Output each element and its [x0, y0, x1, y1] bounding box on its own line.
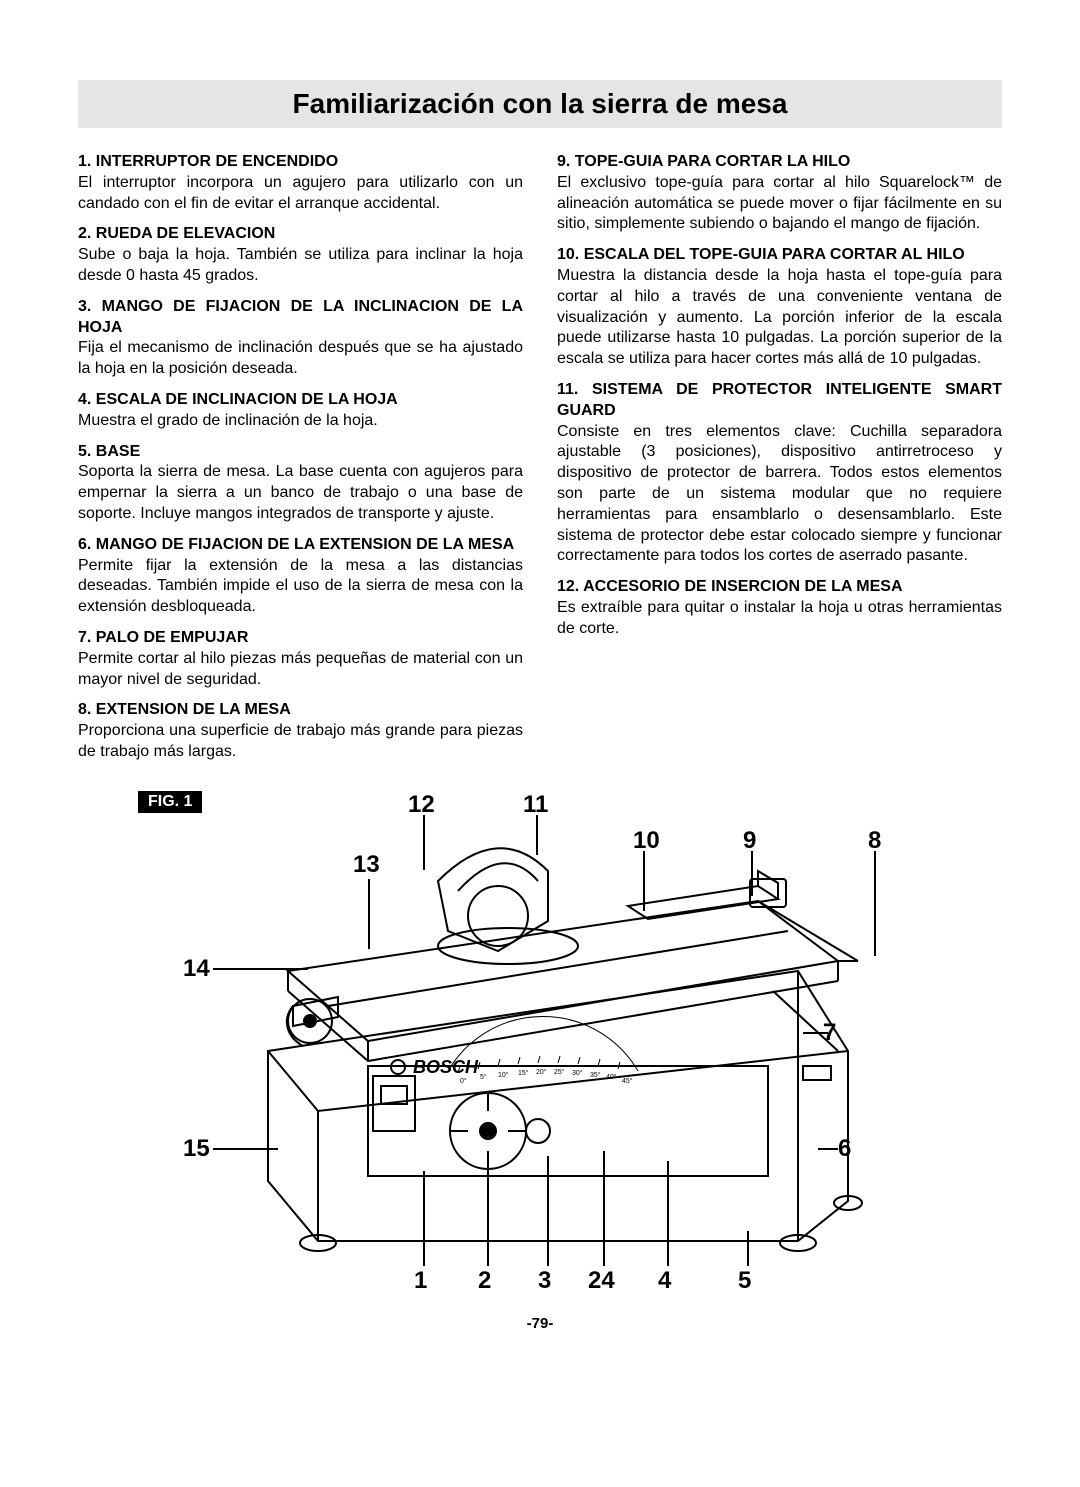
section-title-bar: Familiarización con la sierra de mesa	[78, 80, 1002, 128]
leader-4	[667, 1161, 669, 1266]
leader-1	[423, 1171, 425, 1266]
feature-item: 9. TOPE-GUIA PARA CORTAR LA HILOEl exclu…	[557, 152, 1002, 235]
section-title: Familiarización con la sierra de mesa	[78, 88, 1002, 120]
feature-body: El interruptor incorpora un agujero para…	[78, 173, 523, 215]
feature-item: 6. MANGO DE FIJACION DE LA EXTENSION DE …	[78, 535, 523, 618]
figure-label: FIG. 1	[138, 791, 202, 813]
callout-11: 11	[523, 791, 548, 819]
feature-item: 8. EXTENSION DE LA MESAProporciona una s…	[78, 700, 523, 762]
callout-9: 9	[743, 827, 756, 855]
svg-text:5°: 5°	[480, 1073, 487, 1081]
feature-title: 2. RUEDA DE ELEVACION	[78, 224, 523, 245]
feature-body: Permite cortar al hilo piezas más pequeñ…	[78, 649, 523, 691]
callout-8: 8	[868, 827, 881, 855]
feature-title: 4. ESCALA DE INCLINACION DE LA HOJA	[78, 390, 523, 411]
leader-13	[368, 879, 370, 949]
callout-4: 4	[658, 1267, 671, 1295]
feature-body: Es extraíble para quitar o instalar la h…	[557, 598, 1002, 640]
svg-text:45°: 45°	[622, 1077, 633, 1085]
svg-text:10°: 10°	[498, 1071, 509, 1079]
feature-title: 8. EXTENSION DE LA MESA	[78, 700, 523, 721]
callout-24: 24	[588, 1267, 615, 1295]
feature-body: Permite fijar la extensión de la mesa a …	[78, 556, 523, 618]
callout-14: 14	[183, 955, 210, 983]
feature-title: 9. TOPE-GUIA PARA CORTAR LA HILO	[557, 152, 1002, 173]
feature-title: 5. BASE	[78, 442, 523, 463]
leader-2	[487, 1169, 489, 1266]
text-columns: 1. INTERRUPTOR DE ENCENDIDOEl interrupto…	[78, 152, 1002, 773]
feature-title: 10. ESCALA DEL TOPE-GUIA PARA CORTAR AL …	[557, 245, 1002, 266]
callout-2: 2	[478, 1267, 491, 1295]
leader-12	[423, 815, 425, 870]
feature-item: 2. RUEDA DE ELEVACIONSube o baja la hoja…	[78, 224, 523, 286]
feature-title: 7. PALO DE EMPUJAR	[78, 628, 523, 649]
feature-item: 4. ESCALA DE INCLINACION DE LA HOJAMuest…	[78, 390, 523, 432]
feature-body: Sube o baja la hoja. También se utiliza …	[78, 245, 523, 287]
feature-title: 12. ACCESORIO DE INSERCION DE LA MESA	[557, 577, 1002, 598]
callout-7: 7	[823, 1019, 836, 1047]
leader-11	[536, 815, 538, 855]
leader-9	[751, 851, 753, 896]
feature-title: 11. SISTEMA DE PROTECTOR INTELIGENTE SMA…	[557, 380, 1002, 422]
callout-1: 1	[414, 1267, 427, 1295]
leader-8	[874, 851, 876, 956]
feature-item: 5. BASESoporta la sierra de mesa. La bas…	[78, 442, 523, 525]
feature-item: 7. PALO DE EMPUJARPermite cortar al hilo…	[78, 628, 523, 690]
feature-item: 1. INTERRUPTOR DE ENCENDIDOEl interrupto…	[78, 152, 523, 214]
leader-10	[643, 851, 645, 911]
figure-container: FIG. 1	[78, 791, 1002, 1311]
feature-body: Soporta la sierra de mesa. La base cuent…	[78, 462, 523, 524]
leader-6	[818, 1148, 838, 1150]
brand-logo: BOSCH	[413, 1057, 479, 1077]
left-column: 1. INTERRUPTOR DE ENCENDIDOEl interrupto…	[78, 152, 523, 773]
feature-title: 1. INTERRUPTOR DE ENCENDIDO	[78, 152, 523, 173]
svg-text:35°: 35°	[590, 1071, 601, 1079]
callout-3: 3	[538, 1267, 551, 1295]
feature-title: 6. MANGO DE FIJACION DE LA EXTENSION DE …	[78, 535, 523, 556]
feature-item: 12. ACCESORIO DE INSERCION DE LA MESAEs …	[557, 577, 1002, 639]
feature-item: 3. MANGO DE FIJACION DE LA INCLINACION D…	[78, 297, 523, 380]
leader-15	[213, 1148, 278, 1150]
svg-text:0°: 0°	[460, 1077, 467, 1085]
feature-item: 10. ESCALA DEL TOPE-GUIA PARA CORTAR AL …	[557, 245, 1002, 370]
feature-body: El exclusivo tope-guía para cortar al hi…	[557, 173, 1002, 235]
feature-title: 3. MANGO DE FIJACION DE LA INCLINACION D…	[78, 297, 523, 339]
feature-body: Consiste en tres elementos clave: Cuchil…	[557, 422, 1002, 568]
callout-6: 6	[838, 1135, 851, 1163]
feature-item: 11. SISTEMA DE PROTECTOR INTELIGENTE SMA…	[557, 380, 1002, 567]
manual-page: Familiarización con la sierra de mesa 1.…	[0, 0, 1080, 1372]
svg-text:30°: 30°	[572, 1069, 583, 1077]
callout-15: 15	[183, 1135, 210, 1163]
feature-body: Muestra la distancia desde la hoja hasta…	[557, 266, 1002, 370]
svg-text:25°: 25°	[554, 1068, 565, 1076]
right-column: 9. TOPE-GUIA PARA CORTAR LA HILOEl exclu…	[557, 152, 1002, 773]
callout-12: 12	[408, 791, 435, 819]
svg-text:15°: 15°	[518, 1069, 529, 1077]
feature-body: Fija el mecanismo de inclinación después…	[78, 338, 523, 380]
callout-13: 13	[353, 851, 380, 879]
svg-text:40°: 40°	[606, 1073, 617, 1081]
leader-5	[747, 1231, 749, 1266]
page-number: -79-	[78, 1315, 1002, 1332]
feature-body: Muestra el grado de inclinación de la ho…	[78, 411, 523, 432]
callout-5: 5	[738, 1267, 751, 1295]
table-saw-illustration: BOSCH 0° 5° 10° 15° 20° 25° 30° 35° 40° …	[198, 811, 878, 1291]
leader-14	[213, 968, 308, 970]
feature-body: Proporciona una superficie de trabajo má…	[78, 721, 523, 763]
callout-10: 10	[633, 827, 660, 855]
leader-24	[603, 1151, 605, 1266]
svg-text:20°: 20°	[536, 1068, 547, 1076]
leader-3	[547, 1156, 549, 1266]
